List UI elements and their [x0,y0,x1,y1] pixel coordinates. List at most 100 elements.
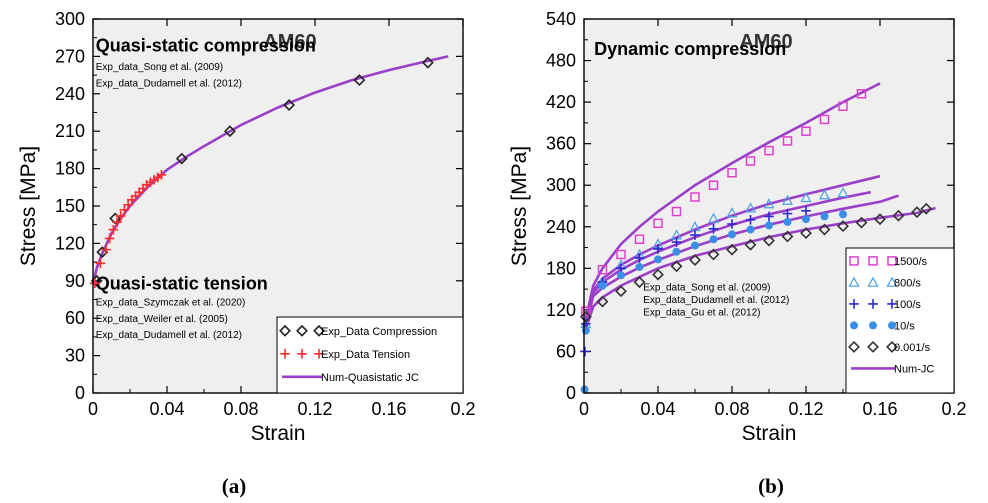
legend-marker [886,340,898,353]
data-point [707,248,720,261]
legend-marker [868,256,878,266]
panel-title: AM60 [739,31,792,53]
reference-label: Exp_data_Szymczak et al. (2020) [96,298,246,309]
panel-caption: (a) [222,474,247,498]
y-tick-label: 270 [55,46,85,66]
x-tick-label: 0 [88,399,98,419]
data-point [781,194,794,205]
y-tick-label: 180 [55,159,85,179]
data-point [856,89,867,99]
data-point [707,212,720,223]
legend-marker [314,349,324,359]
y-tick-label: 0 [75,383,85,403]
data-point [708,180,719,190]
data-point [689,254,701,266]
x-tick-label: 0.12 [297,399,332,419]
y-tick-label: 240 [546,217,576,237]
data-point [615,285,627,298]
data-point [101,244,111,255]
data-point [819,114,830,125]
y-tick-label: 0 [566,383,576,403]
data-point [920,202,933,215]
x-tick-label: 0.04 [149,399,184,419]
x-tick-label: 0.08 [714,399,749,419]
x-tick-label: 0.08 [223,399,258,419]
y-tick-label: 210 [55,121,85,141]
data-point [763,234,775,247]
data-point [892,209,905,222]
y-tick-label: 240 [55,84,85,104]
data-point [283,99,296,111]
y-tick-label: 300 [546,175,576,195]
data-point [123,199,133,210]
data-point [801,126,811,136]
data-point [581,326,590,335]
data-point [581,306,591,317]
legend-label: Num-Quasistatic JC [321,372,419,384]
data-point [672,247,681,256]
panel-b: 0 0.04 0.08 0.12 0.16 0.2 0 60 120 180 240 300 360 42… [508,9,967,498]
x-tick-label: 0.2 [450,399,475,419]
data-point [818,189,831,200]
data-point [745,215,756,225]
data-point [652,268,664,281]
data-point [691,241,699,250]
y-tick-label: 30 [65,346,85,366]
panel-caption: (b) [758,474,784,498]
y-tick-label: 60 [556,341,576,361]
legend-marker [279,324,291,337]
x-tick-label: 0.12 [788,399,823,419]
y-tick-label: 90 [65,271,85,291]
panel-a: 0 0.04 0.08 0.12 0.16 0.2 0 30 60 90 120 150 180 210 2… [17,9,476,498]
data-point [837,220,849,233]
data-point [175,152,188,165]
data-point [746,225,755,234]
legend-marker [280,349,290,359]
data-point [579,310,592,323]
reference-label: Exp_data_Song et al. (2009) [96,62,223,73]
legend-marker [867,340,879,353]
data-point [855,216,868,229]
legend-marker [869,321,877,330]
data-point [690,230,700,240]
data-point [156,170,167,180]
data-point [765,221,773,230]
data-point [800,227,812,239]
data-point [744,238,757,251]
data-point [635,262,644,271]
series-line [582,82,881,328]
data-point [726,207,738,218]
data-point [690,192,700,202]
data-point [112,217,122,228]
data-point [597,264,608,275]
reference-label: Exp_data_Dudamell et al. (2012) [643,295,789,306]
data-point [727,168,737,178]
data-point [653,218,663,229]
legend-label: 1500/s [894,256,928,268]
data-point [839,210,847,219]
data-point [782,208,793,219]
legend-marker [887,299,897,309]
data-point [782,136,793,146]
legend: 1500/s 800/s 100/s 10/s 0.001/s Num-JC [845,247,955,394]
legend-label: 10/s [894,320,915,332]
data-point [671,206,682,217]
data-point [764,211,774,222]
legend-marker [886,276,898,287]
y-tick-label: 120 [546,300,576,320]
data-point [617,271,625,280]
data-point [874,213,886,226]
data-point [108,224,119,235]
legend-marker [850,321,858,330]
data-point [223,125,236,138]
y-tick-label: 180 [546,258,576,278]
x-tick-label: 0.16 [371,399,406,419]
x-tick-label: 0.2 [941,399,966,419]
legend-label: 100/s [894,299,921,311]
region-label: Quasi-static tension [96,274,268,294]
data-point [633,276,646,289]
y-axis-label: Stress [MPa] [17,146,40,266]
data-point [670,260,683,273]
data-point [115,211,126,221]
y-tick-label: 540 [546,9,576,29]
